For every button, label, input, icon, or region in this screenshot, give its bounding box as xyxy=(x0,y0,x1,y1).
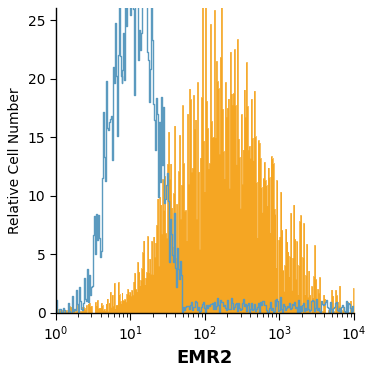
Y-axis label: Relative Cell Number: Relative Cell Number xyxy=(8,87,22,234)
X-axis label: EMR2: EMR2 xyxy=(177,349,233,367)
